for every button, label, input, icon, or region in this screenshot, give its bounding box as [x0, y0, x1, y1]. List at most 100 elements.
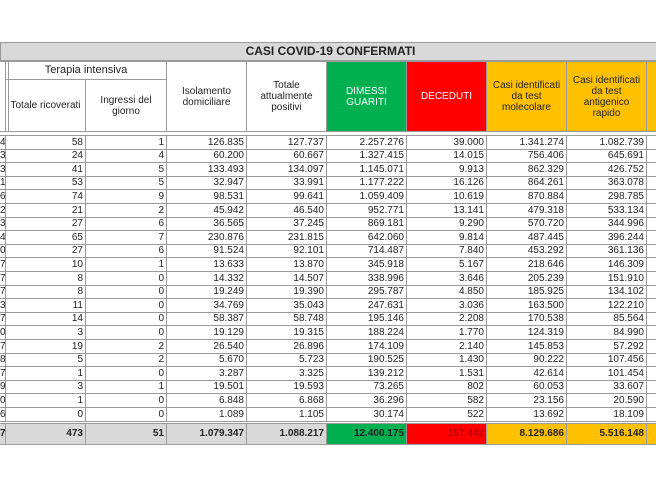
table-cell: 869.181	[326, 217, 407, 231]
table-cell-extra	[646, 230, 656, 245]
table-cell: 5.167	[406, 257, 487, 272]
table-cell: 13.870	[246, 257, 327, 272]
table-cell: 642.060	[326, 230, 407, 245]
table-cell: 42.614	[486, 366, 567, 381]
table-cell: 1.531	[406, 366, 487, 381]
table-cell-extra	[646, 285, 656, 299]
table-cell: 9.290	[406, 217, 487, 231]
total-cell: 8.129.686	[486, 423, 567, 445]
table-cell: 0	[5, 407, 86, 422]
table-cell: 3	[5, 380, 86, 394]
table-cell: 295.787	[326, 285, 407, 299]
group-header: Terapia intensiva	[5, 61, 167, 80]
table-cell-extra	[646, 339, 656, 354]
table-cell: 27	[5, 244, 86, 258]
table-cell: 5	[85, 176, 167, 190]
table-cell: 10	[5, 257, 86, 272]
table-cell-extra	[646, 366, 656, 381]
table-cell-extra	[646, 217, 656, 231]
table-cell: 34.769	[166, 298, 247, 313]
table-cell: 122.210	[566, 298, 647, 313]
table-cell: 9.913	[406, 162, 487, 177]
table-cell: 30.174	[326, 407, 407, 422]
table-cell: 533.134	[566, 203, 647, 218]
table-cell: 19.501	[166, 380, 247, 394]
table-cell: 36.565	[166, 217, 247, 231]
title: CASI COVID-19 CONFERMATI	[0, 42, 656, 61]
column-header: Casi identificati da test antigenico rap…	[566, 61, 647, 132]
column-header: Isolamento domiciliare	[166, 61, 247, 132]
table-cell: 60.200	[166, 149, 247, 163]
table-cell: 98.531	[166, 189, 247, 204]
table-cell: 10.619	[406, 189, 487, 204]
table-cell: 151.910	[566, 271, 647, 286]
table-cell: 453.292	[486, 244, 567, 258]
table-cell: 90.222	[486, 353, 567, 367]
table-cell: 2.140	[406, 339, 487, 354]
table-cell: 2.208	[406, 312, 487, 326]
table-cell-extra	[646, 393, 656, 408]
column-header: Casi identificati da test molecolare	[486, 61, 567, 132]
table-cell: 1.177.222	[326, 176, 407, 190]
total-cell: 157.442	[406, 423, 487, 445]
table-cell: 37.245	[246, 217, 327, 231]
table-cell: 5.723	[246, 353, 327, 367]
table-cell: 18.109	[566, 407, 647, 422]
table-cell: 163.500	[486, 298, 567, 313]
table-cell: 2	[85, 353, 167, 367]
table-cell: 864.261	[486, 176, 567, 190]
table-cell: 1.770	[406, 325, 487, 340]
table-cell-extra	[646, 380, 656, 394]
table-cell-extra	[646, 149, 656, 163]
table-cell: 91.524	[166, 244, 247, 258]
table-cell: 11	[5, 298, 86, 313]
table-cell: 8	[5, 285, 86, 299]
table-cell: 41	[5, 162, 86, 177]
table-cell: 1	[5, 393, 86, 408]
table-cell: 0	[85, 298, 167, 313]
table-cell: 205.239	[486, 271, 567, 286]
table-cell: 23.156	[486, 393, 567, 408]
column-header: DIMESSI GUARITI	[326, 61, 407, 132]
table-cell: 188.224	[326, 325, 407, 340]
table-cell: 58.387	[166, 312, 247, 326]
table-cell: 133.493	[166, 162, 247, 177]
table-cell: 60.667	[246, 149, 327, 163]
table-cell: 714.487	[326, 244, 407, 258]
table-cell: 426.752	[566, 162, 647, 177]
total-cell: 1.088.217	[246, 423, 327, 445]
table-cell: 84.990	[566, 325, 647, 340]
table-cell-extra	[646, 244, 656, 258]
table-cell: 0	[85, 366, 167, 381]
table-cell: 522	[406, 407, 487, 422]
table-cell: 396.244	[566, 230, 647, 245]
table-cell: 0	[85, 285, 167, 299]
table-cell: 32.947	[166, 176, 247, 190]
table-cell: 58	[5, 135, 86, 150]
table-cell: 1	[5, 366, 86, 381]
table-cell: 3	[5, 325, 86, 340]
table-cell-extra	[646, 135, 656, 150]
table-cell-extra	[646, 325, 656, 340]
table-cell: 361.136	[566, 244, 647, 258]
table-cell: 6.868	[246, 393, 327, 408]
table-cell: 0	[85, 393, 167, 408]
table-cell-extra	[646, 407, 656, 422]
table-cell: 4	[85, 149, 167, 163]
table-cell: 7.840	[406, 244, 487, 258]
table-cell: 1.082.739	[566, 135, 647, 150]
table-cell: 126.835	[166, 135, 247, 150]
table-cell: 479.318	[486, 203, 567, 218]
table-cell: 92.101	[246, 244, 327, 258]
table-cell-extra	[646, 189, 656, 204]
table-cell: 1.105	[246, 407, 327, 422]
table-cell: 24	[5, 149, 86, 163]
table-cell-extra	[646, 271, 656, 286]
table-cell: 4.850	[406, 285, 487, 299]
table-cell: 26.540	[166, 339, 247, 354]
table-cell: 134.102	[566, 285, 647, 299]
table-cell: 174.109	[326, 339, 407, 354]
table-cell: 870.884	[486, 189, 567, 204]
total-cell: 51	[85, 423, 167, 445]
table-cell: 127.737	[246, 135, 327, 150]
